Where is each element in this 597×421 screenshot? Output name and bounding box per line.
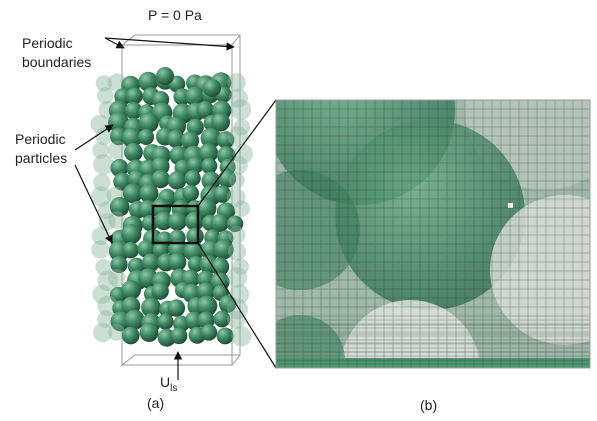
- figure: P = 0 Pa Periodic boundaries Periodic pa…: [0, 0, 597, 421]
- particle: [157, 313, 173, 329]
- boundary-label: boundaries: [22, 54, 91, 70]
- zoom-panel: [240, 15, 597, 421]
- particle: [122, 327, 140, 345]
- periodic-particle: [91, 240, 109, 258]
- particle: [126, 88, 143, 105]
- particle: [203, 79, 221, 97]
- particle: [123, 242, 139, 258]
- periodic-particle: [229, 172, 245, 188]
- particle: [168, 299, 185, 316]
- velocity-subscript: ls: [170, 383, 177, 394]
- velocity-symbol: U: [160, 374, 170, 390]
- pressure-label: P = 0 Pa: [148, 7, 202, 23]
- particle: [138, 129, 154, 145]
- panel-label: (b): [420, 397, 437, 413]
- particle-label: Periodic: [15, 131, 66, 147]
- particle: [124, 143, 143, 162]
- particle: [156, 67, 174, 85]
- particle: [168, 171, 187, 190]
- particle: [140, 323, 159, 342]
- particle-label: particles: [15, 150, 67, 166]
- velocity-label: Uls: [160, 374, 177, 394]
- panel-label: (a): [147, 395, 164, 411]
- periodic-particle: [108, 269, 126, 287]
- periodic-particle: [228, 226, 246, 244]
- particle: [168, 212, 187, 231]
- periodic-particle: [231, 326, 251, 346]
- particle: [182, 185, 199, 202]
- particle: [201, 324, 218, 341]
- particle: [151, 282, 168, 299]
- periodic-particle: [231, 99, 252, 120]
- boundary-label: Periodic: [22, 35, 73, 51]
- periodic-particle: [227, 310, 245, 328]
- periodic-particle: [93, 154, 114, 175]
- periodic-particle: [234, 200, 250, 216]
- particle: [171, 327, 188, 344]
- periodic-particle: [228, 243, 246, 261]
- particle: [184, 170, 200, 186]
- particle: [121, 224, 141, 244]
- periodic-particle: [228, 126, 248, 146]
- periodic-particle: [108, 324, 125, 341]
- periodic-particle: [227, 267, 248, 288]
- periodic-particle: [108, 141, 127, 160]
- particle: [168, 253, 186, 271]
- particle: [217, 327, 234, 344]
